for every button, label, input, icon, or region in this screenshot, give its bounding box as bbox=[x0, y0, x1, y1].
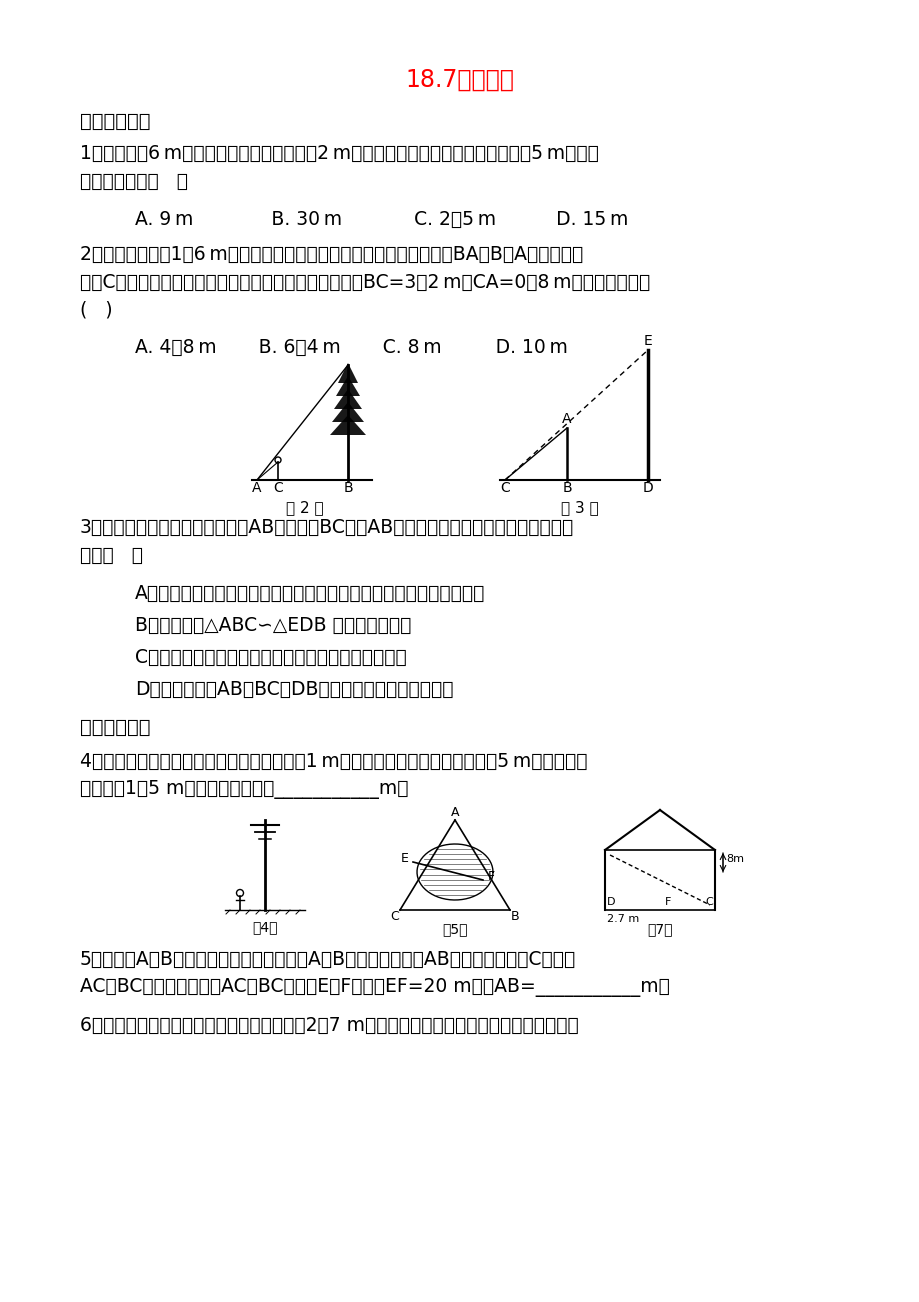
Text: B: B bbox=[343, 480, 352, 495]
Text: 二、能力提升: 二、能力提升 bbox=[80, 717, 151, 737]
Text: F: F bbox=[664, 897, 671, 907]
Text: 第7题: 第7题 bbox=[647, 922, 672, 936]
Text: 5．如图，A、B两处被池塘隔开，为了测量A、B两处的距离，在AB外选一适当的点C，连接: 5．如图，A、B两处被池塘隔开，为了测量A、B两处的距离，在AB外选一适当的点C… bbox=[80, 950, 575, 969]
Text: 4．如图，在同一时刻，小明测得他的影长为1 m，距他不远处的一棵树的影长为5 m，已知小明: 4．如图，在同一时刻，小明测得他的影长为1 m，距他不远处的一棵树的影长为5 m… bbox=[80, 753, 587, 771]
Text: D．需要测量出AB、BC和DB的长，才能计算出旗杆的高: D．需要测量出AB、BC和DB的长，才能计算出旗杆的高 bbox=[135, 680, 453, 699]
Text: C: C bbox=[704, 897, 712, 907]
Text: 第5题: 第5题 bbox=[442, 922, 467, 936]
Text: A: A bbox=[252, 480, 262, 495]
Text: 第 3 题: 第 3 题 bbox=[561, 500, 598, 516]
Text: 的身高为1．5 m，则这棵树的高是___________m．: 的身高为1．5 m，则这棵树的高是___________m． bbox=[80, 780, 408, 799]
Text: 建筑物的高为（   ）: 建筑物的高为（ ） bbox=[80, 172, 187, 191]
Text: AC、BC，并分别取线段AC、BC的中点E、F，测得EF=20 m，则AB=___________m．: AC、BC，并分别取线段AC、BC的中点E、F，测得EF=20 m，则AB=__… bbox=[80, 978, 669, 997]
Text: A: A bbox=[562, 411, 571, 426]
Polygon shape bbox=[330, 415, 366, 435]
Text: F: F bbox=[487, 870, 494, 883]
Text: C．只需测量出标杆和旗杆的影长就可计算出旗杆的高: C．只需测量出标杆和旗杆的影长就可计算出旗杆的高 bbox=[135, 648, 406, 667]
Text: 2.7 m: 2.7 m bbox=[607, 914, 639, 924]
Text: (   ): ( ) bbox=[80, 301, 112, 320]
Text: 2．如图，身高为1．6 m的某学生想测量一棵大树的高度，她沿着树影BA由B向A走去，当走: 2．如图，身高为1．6 m的某学生想测量一棵大树的高度，她沿着树影BA由B向A走… bbox=[80, 245, 583, 264]
Text: 一、夹实基础: 一、夹实基础 bbox=[80, 112, 151, 132]
Text: 1．一棵高为6 m的树在水平地面上的影长为2 m，此时测得附近一个建筑物的影长为5 m，则该: 1．一棵高为6 m的树在水平地面上的影长为2 m，此时测得附近一个建筑物的影长为… bbox=[80, 145, 598, 163]
Text: E: E bbox=[401, 852, 408, 865]
Text: A．可以利用在同一时刻，不同物体与其影长的比相等来计算旗杆的高: A．可以利用在同一时刻，不同物体与其影长的比相等来计算旗杆的高 bbox=[135, 585, 485, 603]
Text: E: E bbox=[643, 335, 652, 348]
Text: D: D bbox=[607, 897, 615, 907]
Text: B: B bbox=[562, 480, 572, 495]
Text: D: D bbox=[642, 480, 652, 495]
Text: B．可以利用△ABC∽△EDB 来计算旗杆的高: B．可以利用△ABC∽△EDB 来计算旗杆的高 bbox=[135, 616, 411, 635]
Text: 18.7应用举例: 18.7应用举例 bbox=[405, 68, 514, 92]
Text: B: B bbox=[510, 910, 518, 923]
Text: A: A bbox=[450, 806, 459, 819]
Text: C: C bbox=[391, 910, 399, 923]
Text: 第 2 题: 第 2 题 bbox=[286, 500, 323, 516]
Polygon shape bbox=[334, 389, 361, 409]
Text: C: C bbox=[500, 480, 509, 495]
Text: A. 9 m             B. 30 m            C. 2．5 m          D. 15 m: A. 9 m B. 30 m C. 2．5 m D. 15 m bbox=[135, 210, 628, 229]
Text: 的是（   ）: 的是（ ） bbox=[80, 546, 142, 565]
Polygon shape bbox=[335, 376, 359, 396]
Text: A. 4．8 m       B. 6．4 m       C. 8 m         D. 10 m: A. 4．8 m B. 6．4 m C. 8 m D. 10 m bbox=[135, 339, 567, 357]
Polygon shape bbox=[337, 363, 357, 383]
Polygon shape bbox=[332, 402, 364, 422]
Text: 6．阳光通过窗口照射到室内，在地面上留下2．7 m宽的亮区（如图所示），已知亮区到窗口下: 6．阳光通过窗口照射到室内，在地面上留下2．7 m宽的亮区（如图所示），已知亮区… bbox=[80, 1016, 578, 1035]
Text: 第4题: 第4题 bbox=[252, 921, 278, 934]
Text: C: C bbox=[273, 480, 282, 495]
Text: 8m: 8m bbox=[725, 854, 743, 865]
Text: 到点C时，她的影子顶端正好与树的影子顶端重合，测得BC=3．2 m，CA=0．8 m，则树的高度为: 到点C时，她的影子顶端正好与树的影子顶端重合，测得BC=3．2 m，CA=0．8… bbox=[80, 273, 650, 292]
Text: 3．如图是测量旗杆的方法．已知AB是标杆，BC表示AB在太阳光下的影子，则下列叙述错误: 3．如图是测量旗杆的方法．已知AB是标杆，BC表示AB在太阳光下的影子，则下列叙… bbox=[80, 518, 573, 536]
